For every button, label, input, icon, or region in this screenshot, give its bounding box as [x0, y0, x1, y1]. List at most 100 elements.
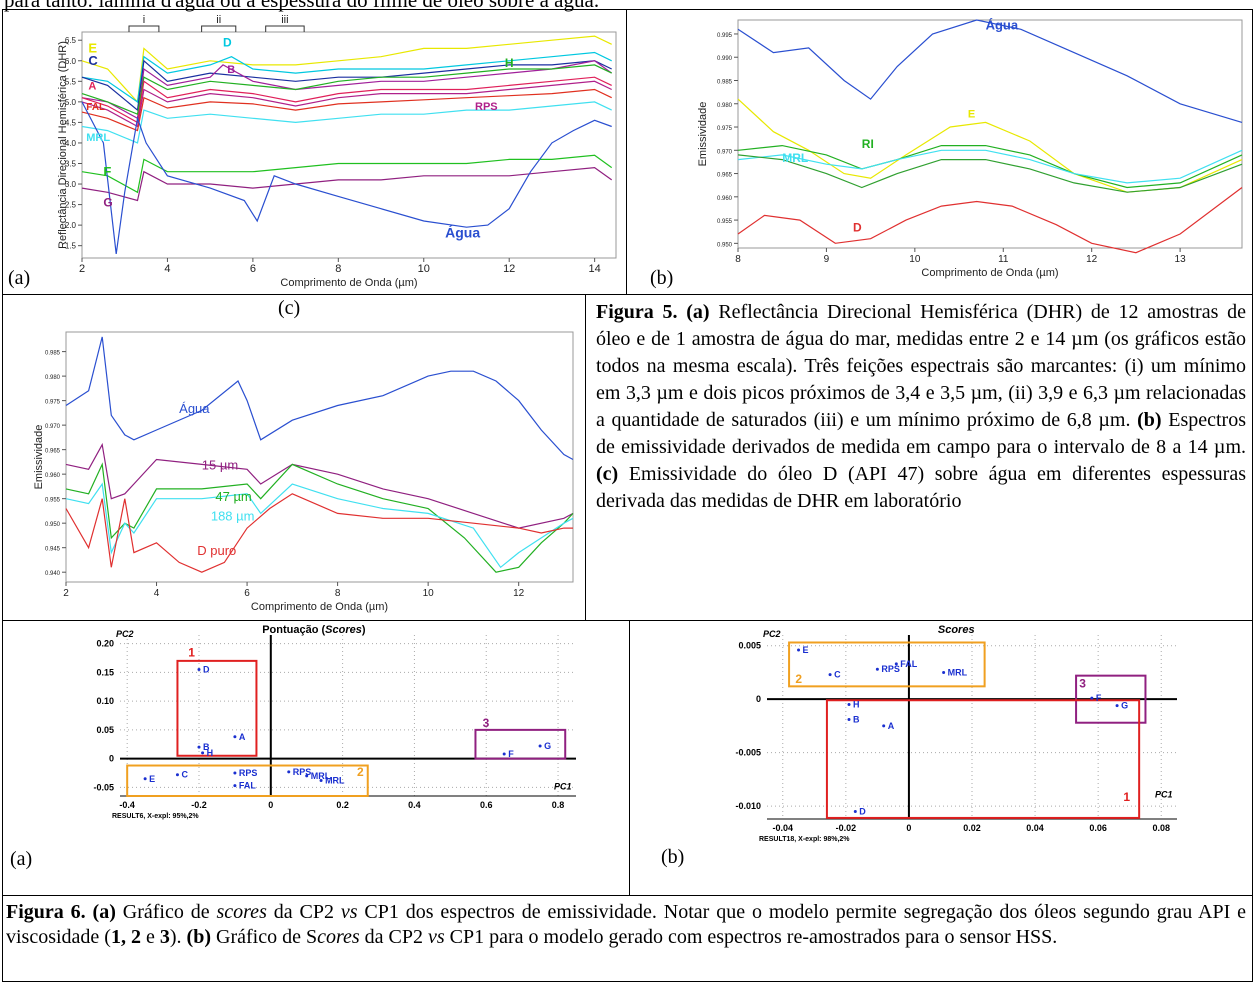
x-axis-name: PC1 — [554, 781, 572, 791]
y-tick-label: 0.985 — [45, 351, 61, 357]
series-line-RI — [737, 144, 1243, 189]
series-line-A — [81, 76, 612, 124]
caption-text: da CP2 — [359, 926, 428, 948]
x-tick-label: 0.4 — [408, 800, 421, 810]
x-tick-label: 8 — [735, 254, 741, 265]
point-label: D — [203, 665, 210, 675]
data-point — [847, 703, 851, 707]
y-tick-label: 5.5 — [65, 77, 77, 86]
series-line-green2 — [737, 154, 1243, 193]
y-tick-label: 0.950 — [717, 242, 733, 248]
data-point — [197, 668, 201, 671]
curve-label: G — [103, 196, 112, 210]
series-line-C — [81, 59, 612, 112]
x-tick-label: 0.6 — [480, 800, 493, 810]
caption-label: Figura 6. — [6, 901, 86, 923]
data-point — [538, 744, 542, 748]
data-point — [201, 751, 205, 755]
curve-label: RPS — [475, 101, 498, 113]
data-point — [875, 667, 879, 671]
x-tick-label: 9 — [824, 254, 830, 265]
data-point — [942, 670, 946, 674]
divider — [626, 9, 627, 295]
result-footer: RESULT6, X-expl: 95%,2% — [112, 813, 199, 820]
series-line-G — [81, 166, 613, 202]
curve-label: F — [103, 164, 111, 179]
y-tick-label: 0.985 — [717, 79, 733, 85]
point-label: MRL — [948, 667, 968, 677]
x-tick-label: 10 — [909, 254, 921, 265]
data-point — [882, 724, 886, 728]
y-axis-name: PC2 — [116, 629, 134, 639]
divider — [2, 895, 1253, 896]
data-point — [1090, 696, 1094, 700]
y-tick-label: 3.0 — [65, 180, 77, 189]
y-tick-label: 0.10 — [96, 696, 114, 706]
y-tick-label: 1.5 — [65, 242, 77, 251]
data-point — [797, 648, 801, 652]
y-tick-label: -0.010 — [735, 801, 761, 811]
y-tick-label: 0.960 — [717, 196, 733, 202]
group-box — [176, 659, 258, 757]
point-label: F — [1096, 693, 1102, 703]
feature-bracket — [265, 25, 305, 32]
y-tick-label: 2.5 — [65, 201, 77, 210]
curve-label: MRL — [86, 132, 110, 144]
x-tick-label: 12 — [503, 263, 515, 275]
series-line-188 µm — [65, 482, 574, 569]
series-line-15 µm — [65, 442, 574, 529]
y-tick-label: 0.965 — [45, 449, 61, 455]
curve-label: D puro — [197, 543, 236, 558]
y-tick-label: 4.0 — [65, 139, 77, 148]
group-box — [474, 728, 567, 760]
point-label: RPS — [881, 664, 900, 674]
group-box — [825, 699, 1141, 819]
chart-title: Pontuação (Scores) — [262, 624, 366, 636]
data-point — [502, 752, 506, 756]
point-label: RPS — [293, 767, 312, 777]
x-tick-label: 6 — [250, 263, 256, 275]
caption-bold: 3 — [159, 926, 170, 948]
x-tick-label: 0.04 — [1026, 823, 1044, 833]
x-axis-label: Comprimento de Onda (µm) — [280, 277, 417, 289]
x-tick-label: 11 — [998, 254, 1009, 265]
y-axis-label: Emissividade — [33, 425, 45, 490]
group-label: 1 — [1123, 790, 1130, 804]
point-label: G — [1121, 701, 1128, 711]
series-line-47 µm — [65, 462, 574, 573]
group-label: 1 — [188, 645, 195, 659]
caption-text: CP1 para o modelo gerado com espectros r… — [444, 926, 1058, 948]
caption-part-a: (a) — [92, 901, 116, 923]
point-label: G — [544, 741, 551, 751]
curve-label: RI — [862, 137, 874, 151]
fig6a-panel-label: (a) — [10, 848, 33, 870]
group-label: 2 — [795, 672, 802, 686]
x-tick-label: 0.06 — [1089, 823, 1107, 833]
x-tick-label: 4 — [154, 588, 160, 599]
data-point — [305, 774, 309, 778]
y-tick-label: 5.0 — [65, 98, 77, 107]
series-line-Água — [737, 19, 1243, 123]
y-tick-label: 0.980 — [717, 103, 733, 109]
series-line-FAL — [81, 88, 612, 132]
point-label: MRL — [311, 771, 331, 781]
data-point — [853, 810, 857, 814]
caption-part-b: (b) — [1137, 409, 1162, 431]
x-tick-label: 2 — [63, 588, 69, 599]
curve-label: Água — [445, 224, 480, 240]
point-label: MRL — [325, 775, 345, 785]
x-tick-label: 10 — [423, 588, 435, 599]
y-tick-label: 0.20 — [96, 639, 114, 649]
point-label: B — [853, 715, 860, 725]
curve-label: E — [88, 41, 97, 56]
point-label: A — [888, 721, 895, 731]
curve-label: D — [223, 35, 232, 49]
caption-text: CP1 dos espectros de emissividade. Notar… — [6, 901, 1247, 948]
x-tick-label: -0.4 — [119, 800, 135, 810]
data-point — [287, 770, 291, 774]
x-tick-label: 0.8 — [552, 800, 565, 810]
caption-italic: vs — [340, 901, 358, 923]
series-line-Água — [65, 336, 574, 461]
data-point — [233, 771, 237, 775]
plot-area — [65, 331, 574, 583]
